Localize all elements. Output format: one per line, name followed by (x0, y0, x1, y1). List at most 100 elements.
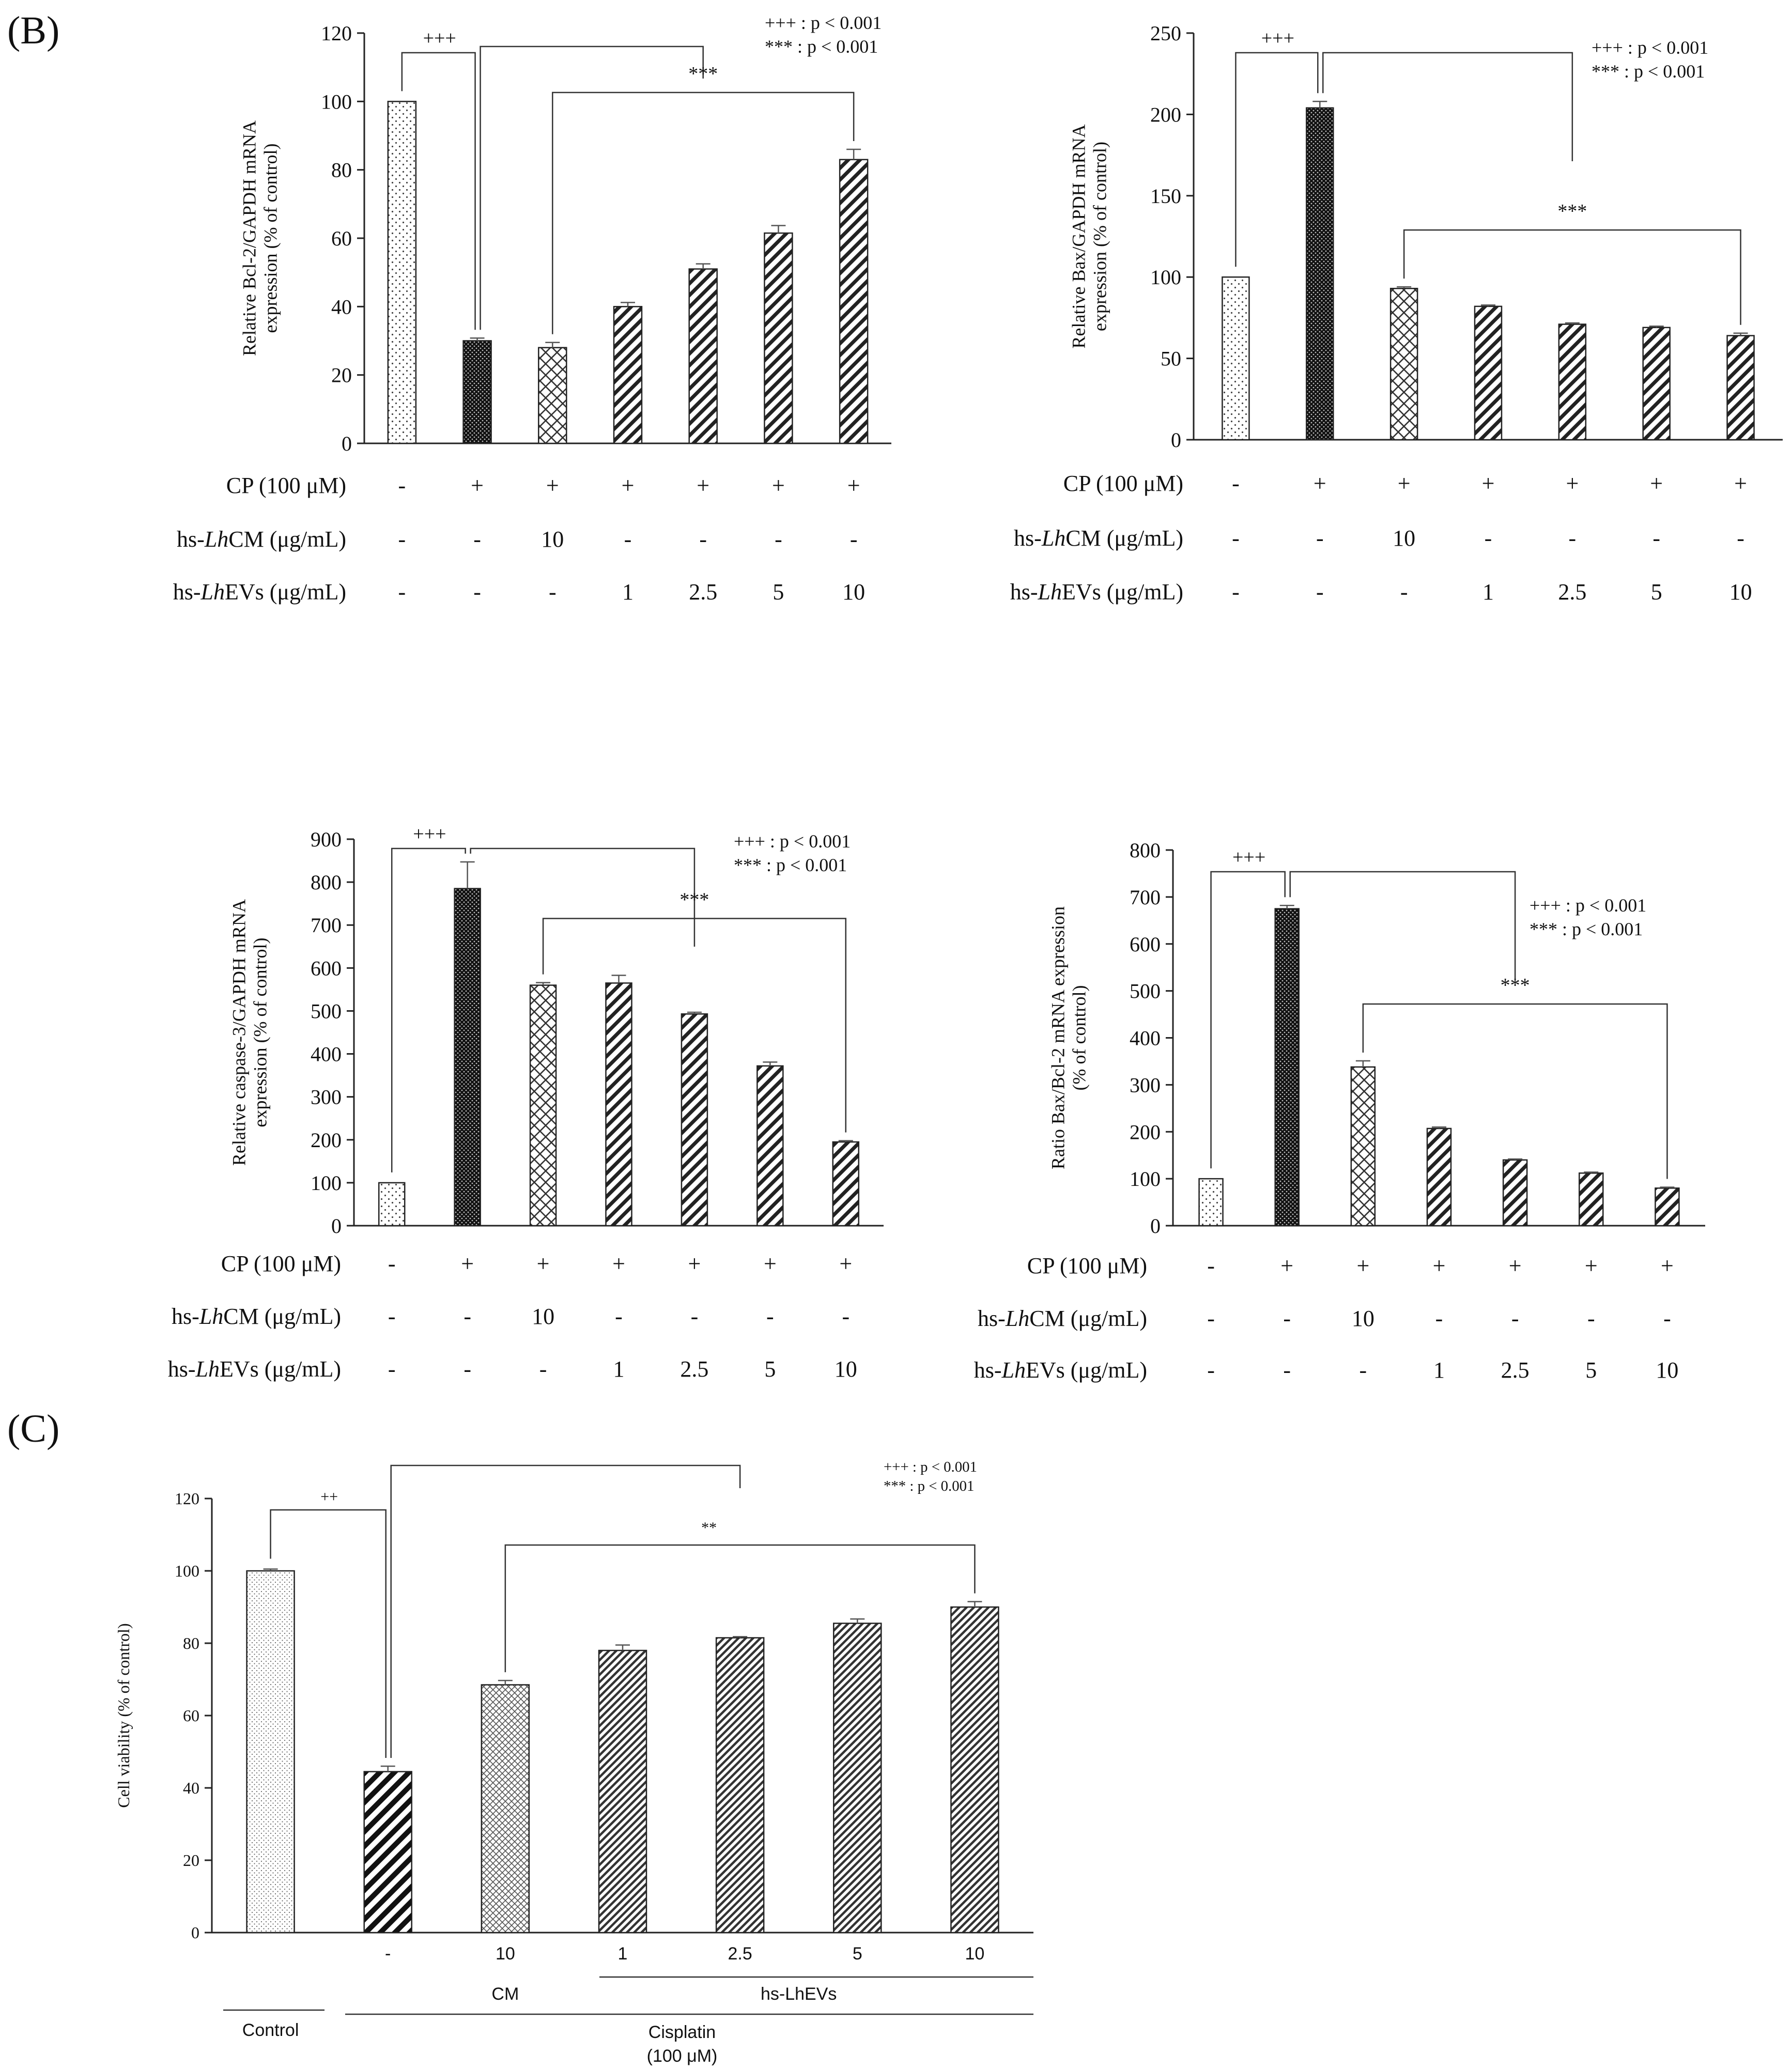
row-label-cp: CP (100 μM) (1027, 1253, 1147, 1278)
sig-bracket-treatment (1362, 1003, 1668, 1179)
y-tick-label: 600 (1130, 933, 1161, 956)
y-tick-label: 700 (1130, 886, 1161, 909)
bar (832, 1141, 860, 1227)
legend-line: *** : p < 0.001 (884, 1478, 974, 1494)
group-label-cm: CM (491, 1984, 519, 2004)
y-axis-label: Relative Bax/GAPDH mRNA (1068, 125, 1089, 349)
bar (1502, 1159, 1528, 1227)
bar (1474, 305, 1503, 441)
row-label-evs: hs-LhEVs (μg/mL) (168, 1356, 341, 1382)
sig-bracket-control (401, 52, 476, 330)
sig-bracket-control (1235, 52, 1319, 267)
legend-line: *** : p < 0.001 (1592, 61, 1705, 82)
sig-bracket-treatment (552, 91, 855, 334)
cell-cp: + (1734, 471, 1747, 496)
bar (1558, 323, 1587, 441)
y-tick-label: 20 (183, 1851, 199, 1870)
cell-evs: - (398, 579, 406, 605)
bar (246, 1570, 295, 1934)
y-tick-label: 500 (1130, 980, 1161, 1003)
cell-evs: 5 (1651, 579, 1662, 605)
legend-line: +++ : p < 0.001 (1592, 37, 1708, 58)
y-axis-label: Relative Bcl-2/GAPDH mRNA (239, 120, 259, 356)
row-label-cm: hs-LhCM (μg/mL) (978, 1306, 1147, 1331)
sig-bracket-treatment (1403, 229, 1741, 325)
sig-bracket-cp (1289, 871, 1516, 980)
y-axis-label: (% of control) (1069, 985, 1090, 1091)
y-tick-label: 250 (1150, 22, 1181, 45)
sig-bracket-cp (1322, 52, 1573, 161)
cell-evs: 10 (842, 579, 865, 605)
group-label-evs: hs-LhEVs (761, 1984, 837, 2004)
cell-cm: - (1737, 526, 1744, 551)
sig-bracket-cp (390, 1464, 741, 1758)
cell-evs: - (464, 1356, 471, 1382)
cell-cm: - (699, 527, 707, 552)
x-tick-label: 5 (853, 1944, 862, 1964)
cell-evs: 2.5 (680, 1356, 708, 1382)
legend-line: +++ : p < 0.001 (765, 12, 882, 33)
bar (538, 347, 567, 444)
y-axis-label: expression (% of control) (1090, 142, 1110, 331)
cell-evs: - (1207, 1357, 1215, 1383)
cell-cp: + (1398, 471, 1411, 496)
cell-cp: + (772, 473, 785, 498)
y-tick-label: 100 (321, 90, 352, 113)
sig-bracket-cp (470, 847, 696, 947)
cell-cp: + (1566, 471, 1579, 496)
y-tick-label: 60 (183, 1706, 199, 1725)
cell-cm: 10 (541, 527, 564, 552)
sig-bracket-control (391, 847, 466, 1172)
bar (363, 1771, 412, 1934)
bar (1655, 1187, 1680, 1227)
y-tick-label: 0 (342, 432, 352, 455)
sig-bracket-treatment (542, 918, 847, 1133)
cell-cm: - (1511, 1306, 1519, 1331)
bar (1426, 1128, 1452, 1227)
y-tick-label: 300 (1130, 1073, 1161, 1097)
y-axis-label: expression (% of control) (260, 144, 281, 333)
row-label-cp: CP (100 μM) (226, 473, 346, 498)
row-label-cp: CP (100 μM) (221, 1251, 341, 1276)
sig-mark-cp: ++ (320, 1488, 338, 1505)
cell-evs: - (549, 579, 557, 605)
sig-mark-cp: +++ (413, 823, 446, 845)
row-label-cm: hs-LhCM (μg/mL) (1014, 526, 1183, 551)
cell-cm: - (624, 527, 632, 552)
group-label-cisplatin: Cisplatin (648, 2022, 716, 2042)
cell-cm: - (473, 527, 481, 552)
cell-cm: - (1283, 1306, 1291, 1331)
cell-evs: - (1232, 579, 1240, 605)
x-tick-label: 10 (965, 1944, 985, 1964)
cell-cm: - (1316, 526, 1324, 551)
cell-evs: - (388, 1356, 396, 1382)
y-tick-label: 900 (311, 828, 342, 851)
row-label-cm: hs-LhCM (μg/mL) (177, 527, 346, 552)
cell-cm: - (398, 527, 406, 552)
sig-mark-treatment: *** (679, 889, 709, 910)
cell-evs: 1 (622, 579, 634, 605)
y-axis-label: Ratio Bax/Bcl-2 mRNA expression (1047, 906, 1068, 1169)
bar (598, 1649, 647, 1934)
cell-cm: - (1569, 526, 1577, 551)
cell-cp: + (1509, 1253, 1522, 1278)
sig-mark-cp: +++ (423, 27, 456, 49)
bar (481, 1684, 530, 1934)
cell-evs: - (1316, 579, 1324, 605)
cell-evs: 1 (1482, 579, 1494, 605)
cell-cm: - (1435, 1306, 1443, 1331)
cell-cp: + (688, 1251, 701, 1276)
cell-cm: - (1652, 526, 1660, 551)
cell-cp: + (839, 1251, 852, 1276)
y-tick-label: 0 (191, 1923, 199, 1942)
cell-cm: 10 (1393, 526, 1415, 551)
legend-line: +++ : p < 0.001 (884, 1459, 977, 1475)
cell-cp: - (388, 1251, 396, 1276)
cell-evs: - (1283, 1357, 1291, 1383)
cell-evs: - (1360, 1357, 1367, 1383)
y-tick-label: 60 (331, 227, 352, 250)
bar (378, 1182, 406, 1227)
cell-cp: + (537, 1251, 550, 1276)
bar (1726, 335, 1755, 441)
cell-cp: + (471, 473, 484, 498)
